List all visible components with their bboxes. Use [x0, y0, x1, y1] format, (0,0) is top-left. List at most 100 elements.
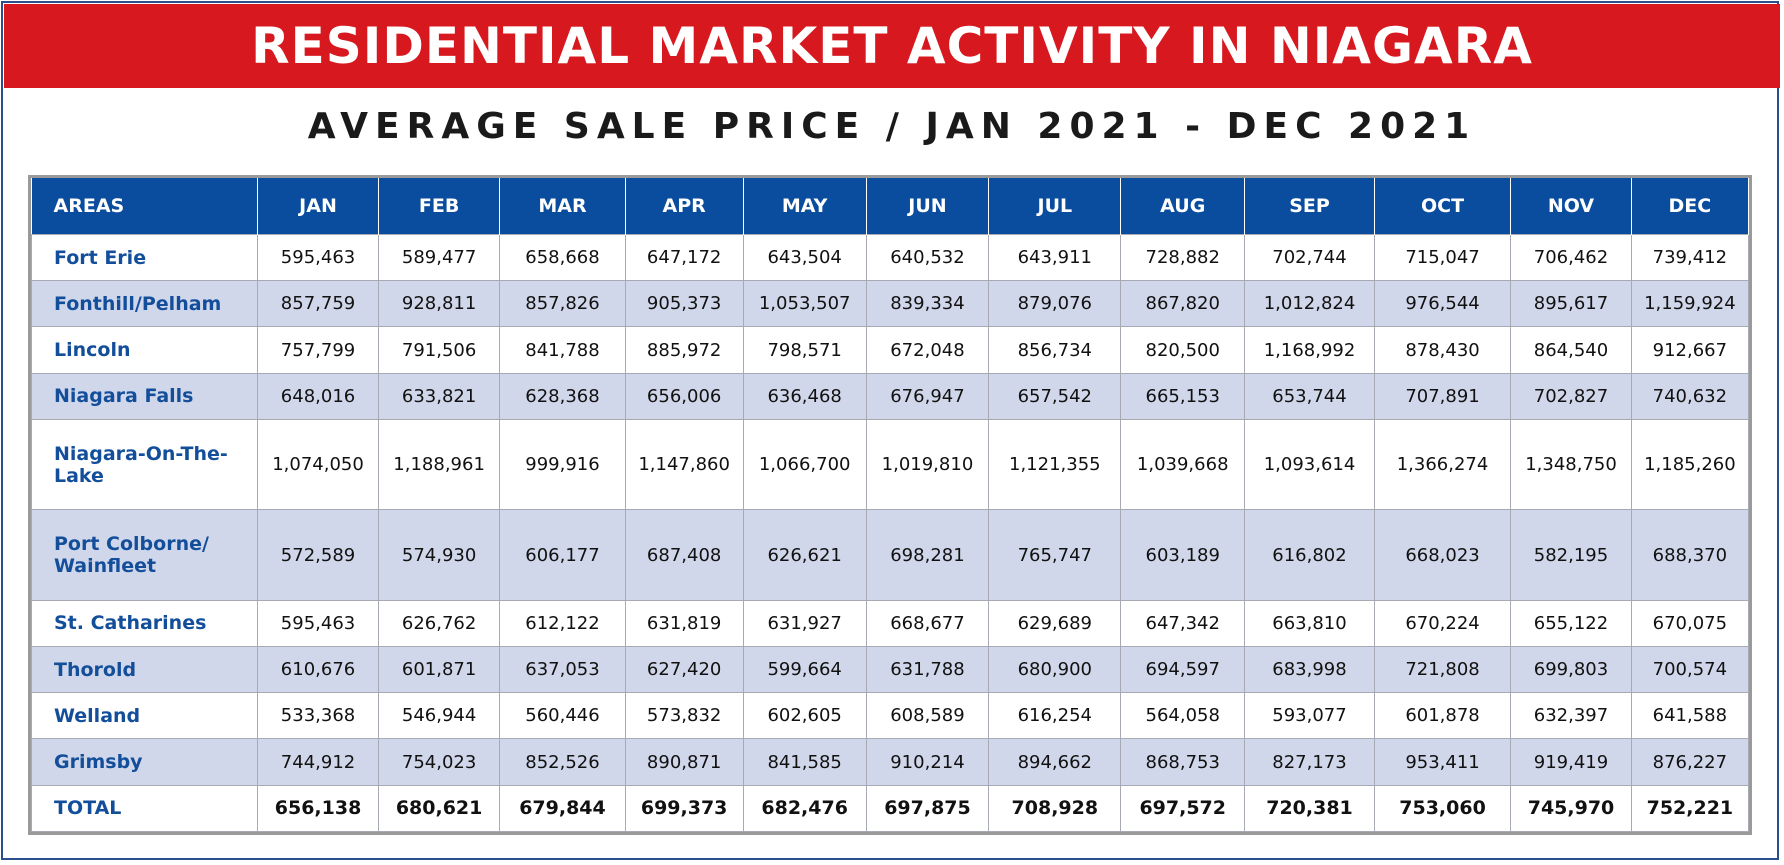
price-cell: 928,811 [377, 280, 501, 328]
price-cell: 687,408 [624, 509, 744, 601]
price-cell: 740,632 [1630, 372, 1750, 420]
column-header-mar: MAR [499, 178, 626, 235]
price-cell: 1,188,961 [377, 418, 501, 511]
price-cell: 636,468 [742, 372, 867, 420]
price-cell: 702,744 [1244, 233, 1375, 282]
price-cell: 595,463 [257, 233, 379, 282]
price-cell: 643,911 [988, 233, 1122, 282]
price-cell: 1,366,274 [1373, 418, 1512, 511]
price-cell: 791,506 [377, 326, 501, 374]
price-cell: 679,844 [499, 784, 626, 833]
price-cell: 631,788 [865, 645, 990, 694]
price-cell: 610,676 [257, 645, 379, 694]
price-cell: 702,827 [1510, 372, 1632, 420]
price-cell: 631,927 [742, 599, 867, 648]
price-cell: 919,419 [1510, 738, 1632, 786]
price-cell: 857,759 [257, 280, 379, 328]
price-cell: 653,744 [1244, 372, 1375, 420]
price-cell: 648,016 [257, 372, 379, 420]
price-cell: 715,047 [1373, 233, 1512, 282]
price-cell: 852,526 [499, 738, 626, 786]
price-cell: 706,462 [1510, 233, 1632, 282]
price-cell: 697,572 [1120, 784, 1246, 833]
price-cell: 856,734 [988, 326, 1122, 374]
price-cell: 879,076 [988, 280, 1122, 328]
price-cell: 1,053,507 [742, 280, 867, 328]
price-cell: 890,871 [624, 738, 744, 786]
area-name-cell: Fort Erie [30, 233, 259, 282]
price-cell: 670,224 [1373, 599, 1512, 648]
price-cell: 999,916 [499, 418, 626, 511]
price-cell: 680,900 [988, 645, 1122, 694]
price-cell: 632,397 [1510, 692, 1632, 740]
column-header-aug: AUG [1120, 178, 1246, 235]
price-cell: 721,808 [1373, 645, 1512, 694]
price-cell: 601,878 [1373, 692, 1512, 740]
price-cell: 707,891 [1373, 372, 1512, 420]
price-cell: 629,689 [988, 599, 1122, 648]
column-header-sep: SEP [1244, 178, 1375, 235]
price-cell: 912,667 [1630, 326, 1750, 374]
price-cell: 867,820 [1120, 280, 1246, 328]
column-header-jan: JAN [257, 178, 379, 235]
price-cell: 1,168,992 [1244, 326, 1375, 374]
area-name-cell: Niagara-On-The-Lake [30, 418, 259, 511]
price-cell: 820,500 [1120, 326, 1246, 374]
price-cell: 841,585 [742, 738, 867, 786]
area-name-cell: St. Catharines [30, 599, 259, 648]
price-cell: 765,747 [988, 509, 1122, 601]
table-row: Niagara Falls 648,016 633,821 628,368 656,00… [30, 372, 1750, 420]
price-cell: 616,802 [1244, 509, 1375, 601]
price-cell: 602,605 [742, 692, 867, 740]
area-name-cell: Port Colborne/ Wainfleet [30, 509, 259, 601]
price-cell: 885,972 [624, 326, 744, 374]
table-row: Port Colborne/ Wainfleet 572,589 574,930 60… [30, 509, 1750, 601]
area-name-cell: Grimsby [30, 738, 259, 786]
price-cell: 868,753 [1120, 738, 1246, 786]
price-cell: 1,093,614 [1244, 418, 1375, 511]
table-row: Thorold 610,676 601,871 637,053 627,420 599,6… [30, 645, 1750, 694]
price-cell: 572,589 [257, 509, 379, 601]
price-cell: 728,882 [1120, 233, 1246, 282]
price-cell: 682,476 [742, 784, 867, 833]
price-cell: 1,121,355 [988, 418, 1122, 511]
price-cell: 546,944 [377, 692, 501, 740]
price-cell: 694,597 [1120, 645, 1246, 694]
price-cell: 745,970 [1510, 784, 1632, 833]
price-cell: 754,023 [377, 738, 501, 786]
price-cell: 757,799 [257, 326, 379, 374]
column-header-jul: JUL [988, 178, 1122, 235]
price-cell: 699,803 [1510, 645, 1632, 694]
price-cell: 608,589 [865, 692, 990, 740]
page-title: RESIDENTIAL MARKET ACTIVITY IN NIAGARA [251, 17, 1533, 75]
column-header-jun: JUN [866, 178, 990, 235]
price-cell: 700,574 [1630, 645, 1750, 694]
table-row: Fort Erie 595,463 589,477 658,668 647,172 643… [30, 233, 1750, 282]
price-cell: 574,930 [377, 509, 501, 601]
price-cell: 1,066,700 [742, 418, 867, 511]
price-cell: 631,819 [624, 599, 744, 648]
price-cell: 857,826 [499, 280, 626, 328]
price-cell: 668,023 [1373, 509, 1512, 601]
column-header-dec: DEC [1631, 178, 1750, 235]
price-cell: 633,821 [377, 372, 501, 420]
price-cell: 878,430 [1373, 326, 1512, 374]
price-cell: 905,373 [624, 280, 744, 328]
price-cell: 647,342 [1120, 599, 1246, 648]
price-cell: 752,221 [1630, 784, 1750, 833]
column-header-nov: NOV [1510, 178, 1632, 235]
table-row: Lincoln 757,799 791,506 841,788 885,972 798,5… [30, 326, 1750, 374]
price-cell: 680,621 [377, 784, 501, 833]
price-cell: 864,540 [1510, 326, 1632, 374]
price-cell: 798,571 [742, 326, 867, 374]
price-cell: 699,373 [624, 784, 744, 833]
price-cell: 573,832 [624, 692, 744, 740]
area-name-cell: TOTAL [30, 784, 259, 833]
price-cell: 976,544 [1373, 280, 1512, 328]
price-cell: 643,504 [742, 233, 867, 282]
price-cell: 601,871 [377, 645, 501, 694]
price-cell: 640,532 [865, 233, 990, 282]
price-table: AREAS JAN FEB MAR APR MAY JUN JUL AUG SEP OCT NOV DE… [30, 178, 1750, 833]
price-cell: 626,621 [742, 509, 867, 601]
price-cell: 1,159,924 [1630, 280, 1750, 328]
